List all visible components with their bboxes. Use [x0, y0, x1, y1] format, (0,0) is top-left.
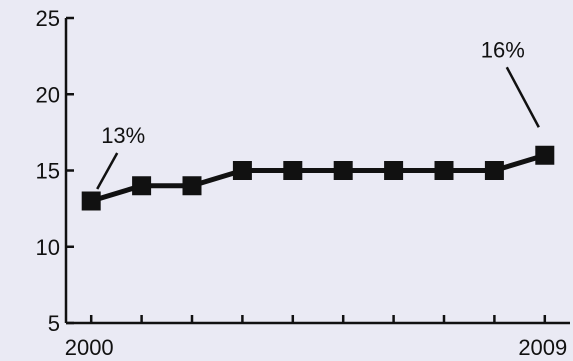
- x-tick-label: 2009: [518, 335, 567, 360]
- data-point-marker: [484, 161, 504, 180]
- data-point-marker: [333, 161, 353, 180]
- y-tick-label: 20: [36, 82, 60, 107]
- series-line: [90, 152, 546, 204]
- data-point-marker: [182, 176, 202, 196]
- y-tick-label: 5: [48, 311, 60, 336]
- data-point-marker: [81, 191, 101, 211]
- chart-annotations: 13% 16%: [96, 37, 540, 190]
- y-tick-label: 10: [36, 235, 60, 260]
- annotation-leader-line: [505, 66, 540, 128]
- y-tick-label: 25: [36, 6, 60, 31]
- data-point-marker: [283, 161, 303, 180]
- chart-axes: 5 10 15 20 25 2000 2009: [36, 6, 570, 360]
- annotation-label: 16%: [481, 37, 525, 62]
- annotation-label: 13%: [101, 123, 145, 148]
- x-tick-label: 2000: [65, 335, 114, 360]
- y-tick-label: 15: [36, 159, 60, 184]
- data-point-marker: [384, 161, 404, 180]
- data-point-marker: [132, 176, 152, 196]
- data-point-marker: [232, 161, 252, 180]
- chart-series: [81, 145, 555, 211]
- data-point-marker: [434, 161, 454, 180]
- data-point-marker: [535, 145, 555, 165]
- annotation-leader-line: [96, 152, 119, 190]
